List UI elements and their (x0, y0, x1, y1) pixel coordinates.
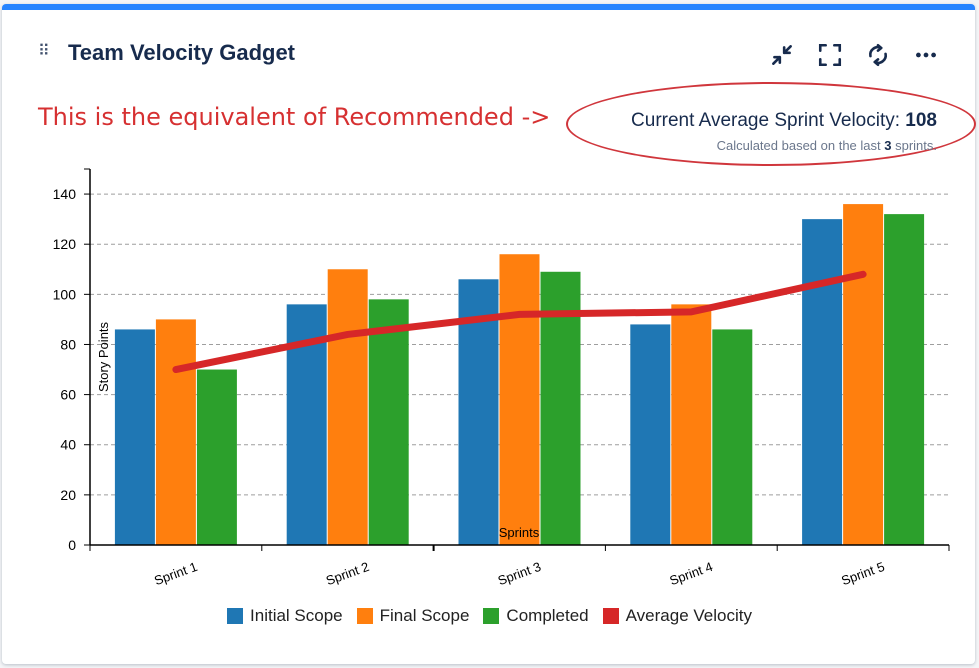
velocity-sub-prefix: Calculated based on the last (716, 138, 885, 153)
legend-swatch-completed (483, 608, 500, 624)
drag-handle-icon[interactable]: ⠿ (38, 43, 50, 60)
bar-initial-scope (630, 324, 671, 545)
x-tick-label: Sprint 1 (152, 559, 199, 588)
y-tick-label: 100 (53, 286, 77, 302)
y-tick-label: 40 (60, 437, 76, 453)
x-tick-label: Sprint 3 (496, 559, 543, 588)
legend-label-final-scope: Final Scope (379, 606, 470, 625)
x-tick-label: Sprint 2 (324, 559, 371, 588)
bar-final-scope (327, 269, 368, 545)
y-tick-label: 80 (60, 336, 76, 352)
fullscreen-icon (818, 43, 842, 67)
collapse-arrows-icon (772, 45, 792, 65)
chart-legend: Initial Scope Final Scope Completed Aver… (0, 606, 979, 626)
bar-completed (368, 299, 409, 545)
velocity-subtext: Calculated based on the last 3 sprints. (717, 138, 937, 153)
bar-final-scope (155, 319, 196, 545)
average-velocity-label: Current Average Sprint Velocity: 108 (631, 110, 937, 132)
gadget-title: Team Velocity Gadget (68, 40, 296, 65)
fullscreen-button[interactable] (813, 38, 847, 72)
bar-final-scope (671, 304, 712, 545)
collapse-button[interactable] (765, 38, 799, 72)
y-tick-label: 120 (53, 236, 77, 252)
legend-swatch-average-velocity (602, 608, 619, 624)
refresh-icon (869, 43, 887, 67)
velocity-sprint-count: 3 (884, 138, 892, 153)
y-tick-label: 20 (60, 487, 76, 503)
legend-swatch-initial-scope (227, 608, 244, 624)
legend-item-completed[interactable]: Completed (483, 606, 589, 626)
gadget-accent-bar (2, 4, 975, 10)
x-tick-label: Sprint 5 (839, 559, 886, 588)
y-axis-label: Story Points (96, 321, 111, 392)
y-tick-label: 0 (68, 537, 76, 553)
legend-swatch-final-scope (356, 608, 373, 624)
legend-label-initial-scope: Initial Scope (250, 606, 343, 625)
legend-label-average-velocity: Average Velocity (625, 606, 752, 625)
more-actions-button[interactable] (909, 38, 943, 72)
bar-final-scope (499, 254, 540, 545)
y-tick-label: 140 (53, 186, 77, 202)
y-tick-label: 60 (60, 387, 76, 403)
gadget-toolbar (765, 38, 943, 72)
bar-final-scope (843, 204, 884, 546)
bar-initial-scope (802, 219, 843, 545)
bar-completed (196, 369, 237, 545)
legend-item-final-scope[interactable]: Final Scope (356, 606, 470, 626)
velocity-chart: 0 20 40 60 80 100 120 140 Sprint 1 Sprint 2 Sprint… (53, 168, 950, 588)
bar-initial-scope (114, 329, 155, 545)
velocity-value: 108 (905, 110, 937, 131)
more-horizontal-icon (916, 52, 936, 58)
velocity-sub-suffix: sprints. (891, 138, 937, 153)
legend-label-completed: Completed (506, 606, 589, 625)
average-velocity-line (172, 270, 867, 374)
legend-item-initial-scope[interactable]: Initial Scope (227, 606, 343, 626)
bar-completed (884, 214, 925, 545)
x-axis-label: Sprints (499, 525, 540, 540)
velocity-label-text: Current Average Sprint Velocity: (631, 110, 906, 131)
refresh-button[interactable] (861, 38, 895, 72)
bar-completed (712, 329, 753, 545)
x-tick-label: Sprint 4 (668, 559, 715, 588)
legend-item-average-velocity[interactable]: Average Velocity (602, 606, 752, 626)
annotation-text: This is the equivalent of Recommended -> (38, 103, 551, 131)
annotation-oval (566, 82, 976, 166)
